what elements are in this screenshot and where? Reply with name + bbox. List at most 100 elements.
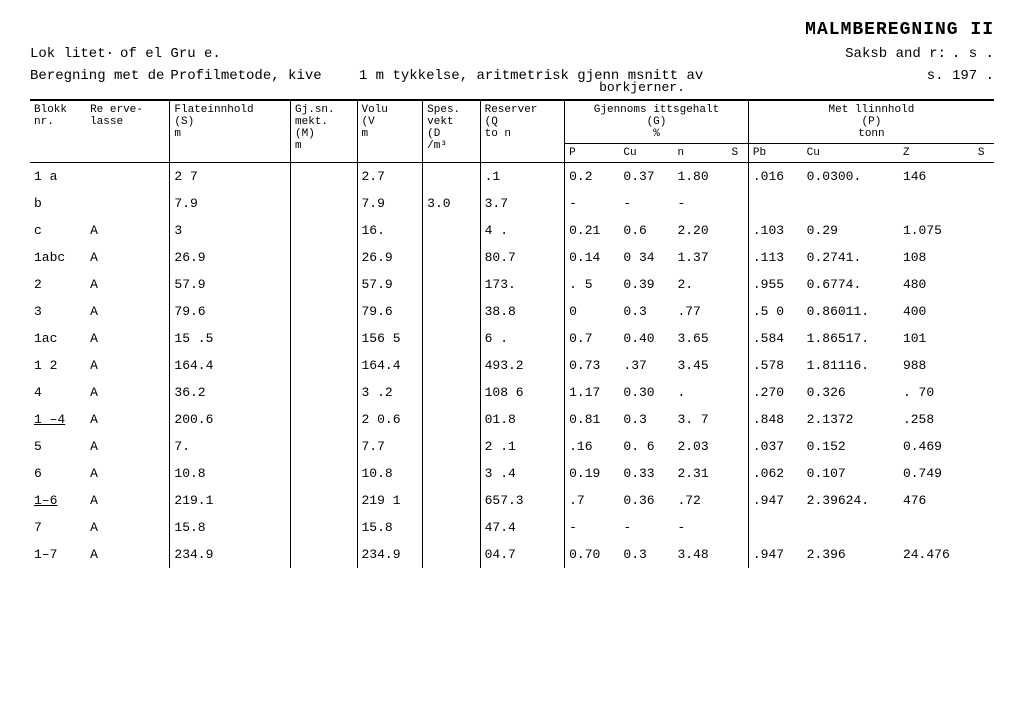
cell-re: A [86,271,170,298]
cell-S: 7. [170,433,291,460]
cell-Z: 101 [899,325,974,352]
cell-Pb: .062 [748,460,802,487]
cell-Sg [728,433,749,460]
cell-mCu: 0.107 [803,460,899,487]
cell-D [423,244,480,271]
page-title: MALMBEREGNING II [30,20,994,40]
cell-S: 219.1 [170,487,291,514]
cell-Pb [748,190,802,217]
col-spes: Spes.vekt(D/m³ [423,100,480,163]
cell-S: 36.2 [170,379,291,406]
cell-Sg [728,217,749,244]
cell-M [291,487,357,514]
table-row: 1–6A219.1219 1657.3.70.36.72.9472.39624.… [30,487,994,514]
cell-V: 219 1 [357,487,423,514]
cell-mS [974,217,994,244]
cell-D [423,514,480,541]
cell-mS [974,460,994,487]
col-g-n: n [673,144,727,163]
cell-V: 16. [357,217,423,244]
cell-Q: 493.2 [480,352,565,379]
col-gjsnm: Gj.sn.mekt.(M)m [291,100,357,163]
cell-Pb: .947 [748,541,802,568]
cell-M [291,244,357,271]
data-table: Blokknr. Re erve-lasse Flateinnhold(S)m … [30,99,994,568]
cell-mS [974,406,994,433]
cell-Q: 657.3 [480,487,565,514]
cell-re [86,190,170,217]
cell-D [423,271,480,298]
cell-S: 7.9 [170,190,291,217]
cell-n: 2.31 [673,460,727,487]
cell-Z: 988 [899,352,974,379]
cell-mCu: 1.81116. [803,352,899,379]
cell-mS [974,541,994,568]
cell-M [291,406,357,433]
cell-Pb: .037 [748,433,802,460]
cell-blokk: 2 [30,271,86,298]
saksb-label: Saksb and r: [845,46,946,62]
cell-Sg [728,271,749,298]
cell-mCu: 2.1372 [803,406,899,433]
cell-mS [974,487,994,514]
cell-S: 15.8 [170,514,291,541]
cell-M [291,541,357,568]
cell-D [423,433,480,460]
cell-M [291,460,357,487]
cell-P: 0.21 [565,217,620,244]
col-m-pb: Pb [748,144,802,163]
cell-re: A [86,352,170,379]
cell-Q: 3 .4 [480,460,565,487]
cell-S: 10.8 [170,460,291,487]
cell-mCu: 0.152 [803,433,899,460]
cell-n: 3.65 [673,325,727,352]
cell-Sg [728,379,749,406]
cell-Cu: .37 [619,352,673,379]
cell-P: .16 [565,433,620,460]
cell-M [291,298,357,325]
cell-M [291,271,357,298]
cell-Sg [728,163,749,191]
cell-re: A [86,406,170,433]
cell-Z: 0.749 [899,460,974,487]
cell-Pb: .103 [748,217,802,244]
col-re: Re erve-lasse [86,100,170,163]
col-met-group: Met llinnhold(P)tonn [748,100,994,144]
cell-Q: 47.4 [480,514,565,541]
cell-Z: 24.476 [899,541,974,568]
cell-Cu: - [619,190,673,217]
cell-n: .77 [673,298,727,325]
cell-blokk: 4 [30,379,86,406]
cell-V: 79.6 [357,298,423,325]
cell-P: 0 [565,298,620,325]
cell-blokk: 5 [30,433,86,460]
col-g-cu: Cu [619,144,673,163]
cell-blokk: 1–7 [30,541,86,568]
cell-mCu: 0.326 [803,379,899,406]
col-gjenn-group: Gjennoms ittsgehalt(G)% [565,100,749,144]
cell-Sg [728,352,749,379]
cell-P: 0.2 [565,163,620,191]
cell-V: 2 0.6 [357,406,423,433]
saksb-value: . s . [952,46,994,62]
cell-S: 79.6 [170,298,291,325]
cell-n: - [673,190,727,217]
cell-re: A [86,460,170,487]
cell-S: 234.9 [170,541,291,568]
cell-re: A [86,487,170,514]
cell-blokk: 1 a [30,163,86,191]
cell-Cu: 0. 6 [619,433,673,460]
cell-Pb: .848 [748,406,802,433]
cell-D [423,298,480,325]
col-res: Reserver(Qto n [480,100,565,163]
cell-mCu: 2.396 [803,541,899,568]
col-m-cu: Cu [803,144,899,163]
cell-n: . [673,379,727,406]
cell-Pb: .955 [748,271,802,298]
cell-re: A [86,217,170,244]
cell-mS [974,379,994,406]
cell-D [423,163,480,191]
cell-Z: 476 [899,487,974,514]
cell-Z: 1.075 [899,217,974,244]
table-row: 3A79.679.638.800.3.77.5 00.86011.400 [30,298,994,325]
